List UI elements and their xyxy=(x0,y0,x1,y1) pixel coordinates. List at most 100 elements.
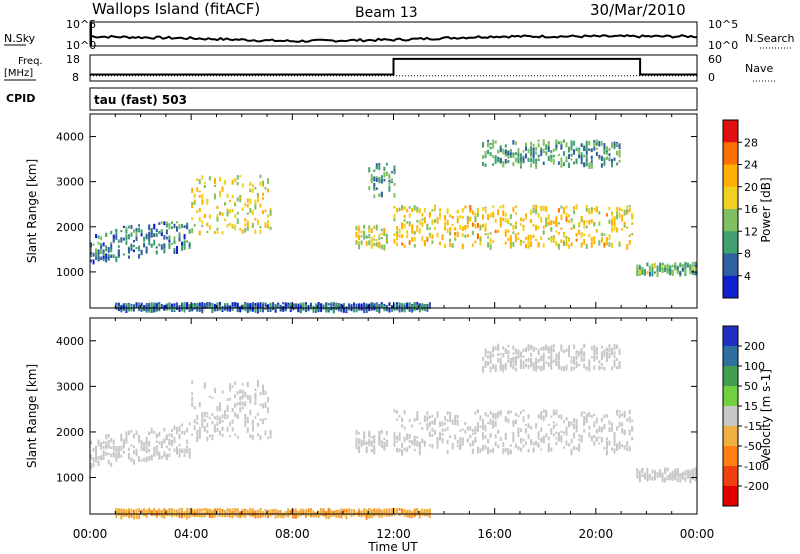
velocity-echo-cell xyxy=(595,428,598,434)
power-echo-cell xyxy=(368,233,371,239)
velocity-echo-cell xyxy=(132,509,135,514)
velocity-echo-cell xyxy=(514,360,517,366)
power-echo-cell xyxy=(168,239,171,243)
power-echo-cell xyxy=(385,171,388,176)
velocity-echo-cell xyxy=(221,427,224,432)
power-echo-cell xyxy=(484,228,487,232)
velocity-echo-cell xyxy=(530,357,533,363)
velocity-echo-cell xyxy=(545,413,548,418)
velocity-echo-cell xyxy=(385,441,388,447)
velocity-echo-cell xyxy=(130,508,133,512)
velocity-echo-cell xyxy=(507,354,510,357)
velocity-echo-cell xyxy=(494,414,497,420)
velocity-echo-cell xyxy=(178,448,181,454)
velocity-echo-cell xyxy=(694,467,697,473)
velocity-echo-cell xyxy=(689,473,692,479)
velocity-echo-cell xyxy=(568,443,571,447)
velocity-echo-cell xyxy=(165,434,168,441)
velocity-echo-cell xyxy=(375,508,378,512)
power-echo-cell xyxy=(605,156,608,160)
power-echo-cell xyxy=(497,230,500,233)
power-echo-cell xyxy=(398,234,401,238)
velocity-echo-cell xyxy=(580,355,583,361)
power-echo-cell xyxy=(175,221,178,224)
velocity-echo-cell xyxy=(583,351,586,356)
velocity-echo-cell xyxy=(570,359,573,364)
power-echo-cell xyxy=(150,243,153,248)
power-echo-cell xyxy=(375,187,378,190)
power-echo-cell xyxy=(178,223,181,230)
velocity-echo-cell xyxy=(471,429,474,432)
velocity-echo-cell xyxy=(618,413,621,419)
power-echo-cell xyxy=(590,163,593,169)
velocity-echo-cell xyxy=(193,509,196,513)
power-echo-cell xyxy=(560,239,563,244)
power-echo-cell xyxy=(168,243,171,250)
power-echo-cell xyxy=(583,162,586,168)
power-echo-cell xyxy=(487,232,490,236)
velocity-echo-cell xyxy=(565,440,568,446)
power-echo-cell xyxy=(378,236,381,240)
power-echo-cell xyxy=(436,218,439,224)
power-echo-cell xyxy=(363,304,366,308)
power-echo-cell xyxy=(479,240,482,246)
velocity-echo-cell xyxy=(552,433,555,437)
velocity-echo-cell xyxy=(148,431,151,436)
power-echo-cell xyxy=(267,178,270,184)
power-echo-cell xyxy=(110,241,113,245)
velocity-echo-cell xyxy=(616,344,619,349)
velocity-echo-cell xyxy=(347,509,350,515)
power-echo-cell xyxy=(613,157,616,161)
power-echo-cell xyxy=(398,302,401,306)
power-echo-cell xyxy=(181,306,184,312)
power-echo-cell xyxy=(413,231,416,235)
power-echo-cell xyxy=(540,216,543,223)
power-echo-cell xyxy=(643,270,646,274)
velocity-echo-cell xyxy=(439,424,442,427)
power-echo-cell xyxy=(249,198,252,205)
velocity-echo-cell xyxy=(605,441,608,447)
power-echo-cell xyxy=(562,207,565,213)
velocity-echo-cell xyxy=(342,510,345,514)
power-echo-cell xyxy=(659,267,662,270)
velocity-echo-cell xyxy=(403,512,406,517)
velocity-echo-cell xyxy=(522,409,525,412)
xaxis-label: Time UT xyxy=(367,540,418,554)
power-echo-cell xyxy=(484,223,487,229)
velocity-echo-cell xyxy=(608,344,611,348)
velocity-echo-cell xyxy=(198,508,201,513)
velocity-echo-cell xyxy=(115,456,118,462)
velocity-echo-cell xyxy=(100,443,103,450)
velocity-echo-cell xyxy=(234,394,237,399)
velocity-echo-cell xyxy=(196,508,199,513)
velocity-echo-cell xyxy=(542,415,545,422)
velocity-echo-cell xyxy=(239,511,242,516)
velocity-echo-cell xyxy=(502,346,505,350)
power-echo-cell xyxy=(439,241,442,246)
power-echo-cell xyxy=(530,158,533,163)
power-echo-cell xyxy=(218,301,221,305)
power-echo-cell xyxy=(504,212,507,217)
power-echo-cell xyxy=(616,214,619,220)
velocity-echo-cell xyxy=(568,344,571,351)
power-echo-cell xyxy=(547,237,550,240)
power-echo-cell xyxy=(542,148,545,154)
velocity-echo-cell xyxy=(264,511,267,516)
power-echo-cell xyxy=(689,268,692,275)
velocity-echo-cell xyxy=(398,432,401,435)
power-echo-cell xyxy=(570,158,573,161)
power-echo-cell xyxy=(196,187,199,192)
velocity-echo-cell xyxy=(416,418,419,421)
velocity-echo-cell xyxy=(92,447,95,452)
power-echo-cell xyxy=(251,188,254,193)
power-echo-cell xyxy=(208,305,211,308)
power-echo-cell xyxy=(492,139,495,144)
power-echo-cell xyxy=(173,248,176,251)
power-echo-cell xyxy=(492,212,495,216)
power-echo-cell xyxy=(530,218,533,224)
velocity-echo-cell xyxy=(570,438,573,442)
power-echo-cell xyxy=(636,269,639,276)
power-echo-cell xyxy=(580,234,583,238)
velocity-echo-cell xyxy=(181,508,184,511)
velocity-echo-cell xyxy=(590,415,593,419)
